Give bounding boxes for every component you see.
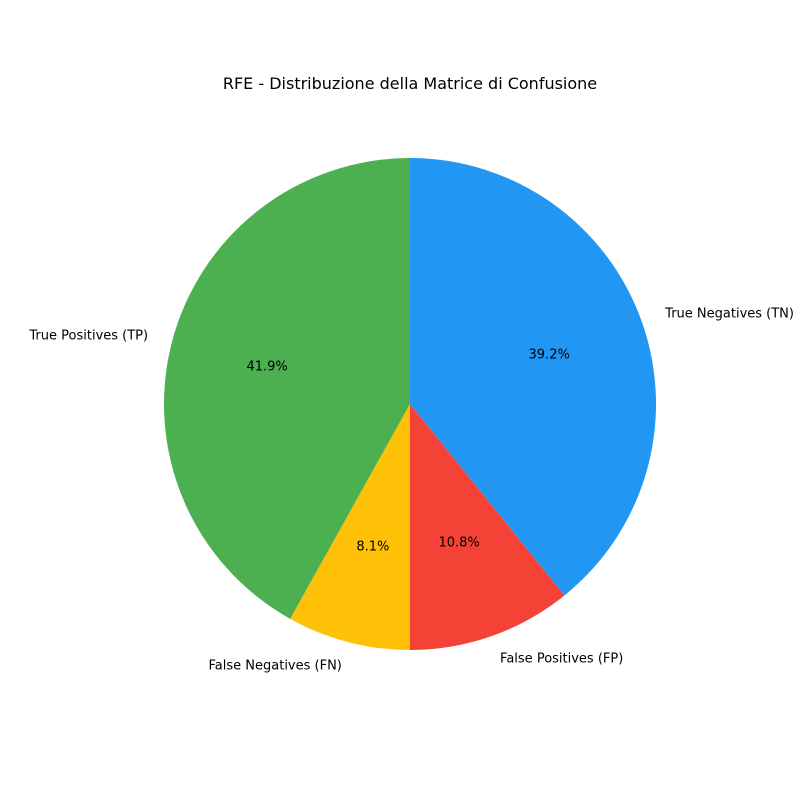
slice-percent-label: 39.2% [529,347,570,362]
pie-slice [163,158,410,619]
pie-slice [410,404,565,650]
slice-category-label: False Negatives (FN) [209,658,342,673]
pie-slice [290,404,410,650]
slice-category-label: False Positives (FP) [500,652,623,667]
slice-percent-label: 41.9% [246,359,287,374]
slice-category-label: True Negatives (TN) [664,306,794,321]
slice-category-label: True Positives (TP) [28,328,148,343]
slice-percent-label: 10.8% [438,536,479,551]
slice-percent-label: 8.1% [356,539,389,554]
pie-labels: True Negatives (TN) 39.2% False Positives … [28,306,794,673]
chart-title: RFE - Distribuzione della Matrice di Con… [223,74,597,93]
pie-slices [163,158,656,650]
pie-slice [410,158,656,596]
